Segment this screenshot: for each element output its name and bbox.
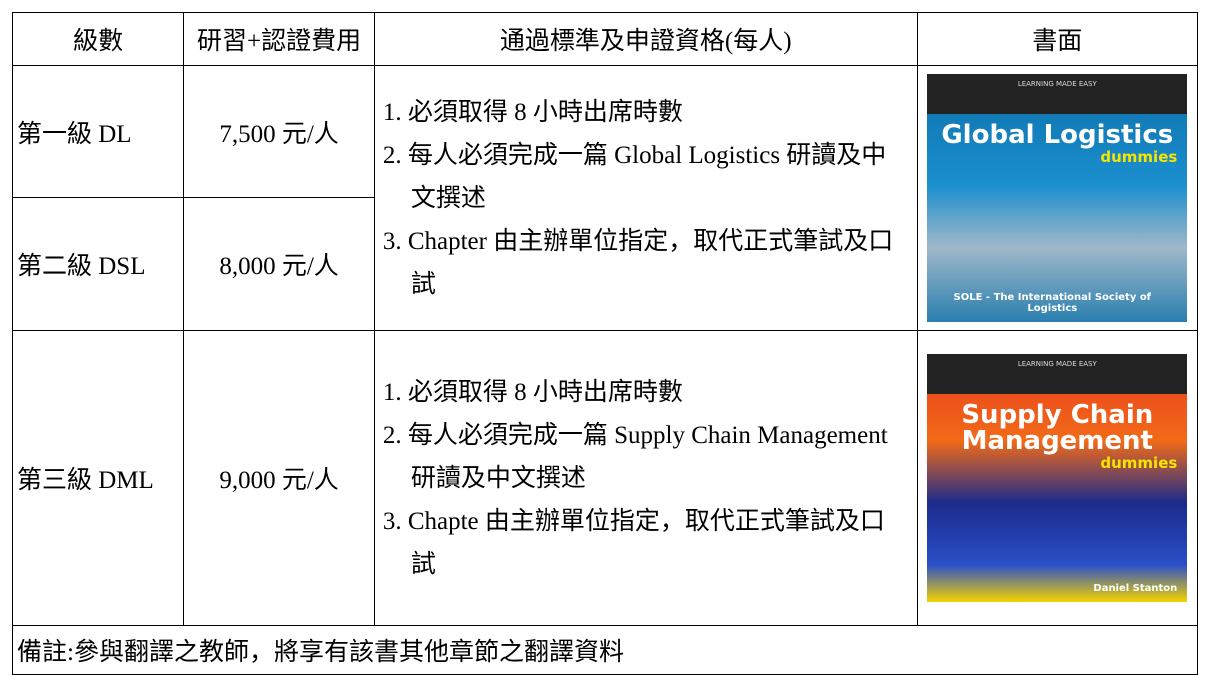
footer-row: 備註:參與翻譯之教師，將享有該書其他章節之翻譯資料: [12, 625, 1198, 675]
requirements-cell: 1. 必須取得 8 小時出席時數 2. 每人必須完成一篇 Global Logis…: [373, 65, 918, 331]
header-cell: 研習+認證費用: [183, 12, 375, 66]
cover-publisher: SOLE - The International Society of Logi…: [953, 292, 1152, 314]
table-row: 第二級 DSL 8,000 元/人: [11, 197, 1198, 331]
header-cell: 通過標準及申證資格(每人): [373, 12, 918, 66]
cover-cell: LEARNING MADE EASY Global Logistics dummie…: [916, 65, 1199, 331]
fee-cell: 7,500 元/人: [183, 65, 375, 198]
book-cover: LEARNING MADE EASY Supply Chain Managemen…: [927, 354, 1188, 602]
cover-publisher: Daniel Stanton: [1093, 583, 1178, 594]
cover-brand: dummies: [1100, 148, 1178, 166]
requirement-item: 3. Chapte 由主辦單位指定，取代正式筆試及口試: [382, 507, 885, 578]
fee-table: 級數 研習+認證費用 通過標準及申證資格(每人) 書面 第一級 DL 7,500 元/人 1…: [11, 12, 1199, 675]
requirements-cell: 1. 必須取得 8 小時出席時數 2. 每人必須完成一篇 Supply Chain…: [373, 330, 918, 626]
book-cover: LEARNING MADE EASY Global Logistics dummie…: [927, 74, 1188, 322]
header-row: 級數 研習+認證費用 通過標準及申證資格(每人) 書面: [11, 12, 1199, 66]
header-cell: 書面: [916, 12, 1199, 66]
requirement-item: 1. 必須取得 8 小時出席時數: [382, 378, 683, 406]
cover-title: Supply Chain Management: [961, 400, 1154, 456]
cover-brand: dummies: [1100, 454, 1178, 472]
level-cell: 第一級 DL: [11, 65, 185, 198]
note-cell: 備註:參與翻譯之教師，將享有該書其他章節之翻譯資料: [12, 625, 1198, 675]
requirement-item: 2. 每人必須完成一篇 Supply Chain Management 研讀及中…: [382, 421, 888, 492]
cover-cell: LEARNING MADE EASY Supply Chain Managemen…: [916, 330, 1199, 626]
cover-band: LEARNING MADE EASY: [927, 74, 1188, 114]
fee-cell: 9,000 元/人: [183, 330, 375, 626]
requirement-item: 2. 每人必須完成一篇 Global Logistics 研讀及中文撰述: [382, 141, 887, 212]
level-cell: 第二級 DSL: [11, 197, 185, 331]
level-cell: 第三級 DML: [11, 330, 185, 626]
cover-band: LEARNING MADE EASY: [927, 354, 1188, 394]
cover-title: Global Logistics: [941, 120, 1174, 150]
header-cell: 級數: [11, 12, 185, 66]
fee-cell: 8,000 元/人: [183, 197, 375, 331]
table-row: 第一級 DL 7,500 元/人 1. 必須取得 8 小時出席時數 2. 每人必須完成…: [11, 65, 1199, 331]
requirement-item: 1. 必須取得 8 小時出席時數: [382, 98, 683, 126]
table-row: 第三級 DML 9,000 元/人 1. 必須取得 8 小時出席時數 2. 每人必須完…: [11, 330, 1199, 626]
requirement-item: 3. Chapter 由主辦單位指定，取代正式筆試及口試: [382, 227, 894, 298]
